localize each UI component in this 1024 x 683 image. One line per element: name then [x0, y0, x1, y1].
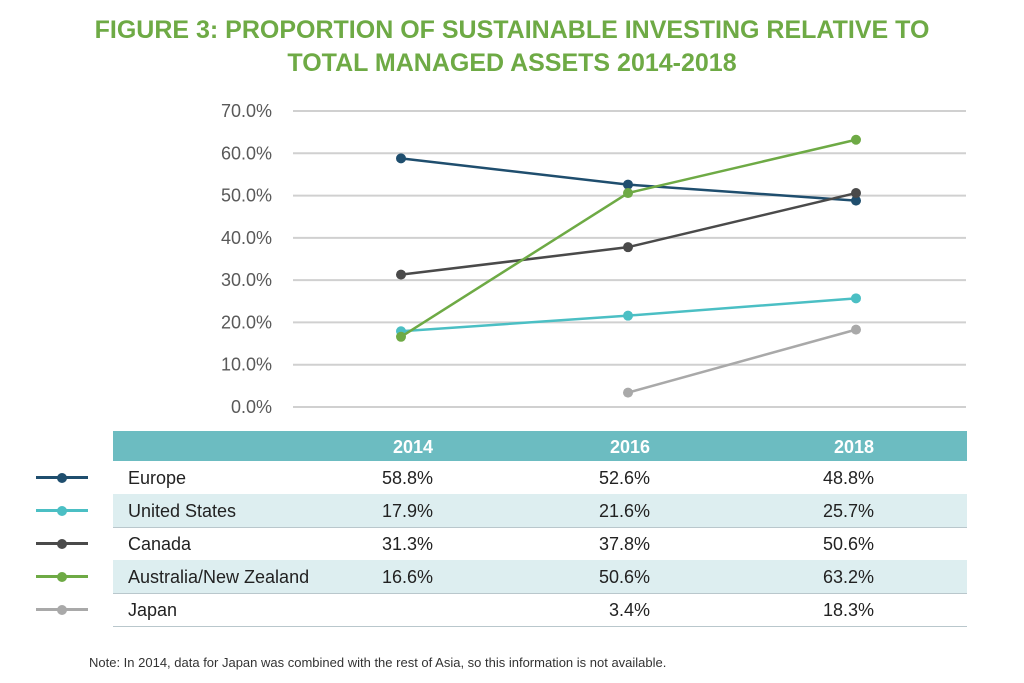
- data-point: [851, 324, 861, 335]
- row-value: 37.8%: [598, 534, 650, 554]
- table-header: 2014 2016 2018: [113, 431, 967, 461]
- data-point: [851, 134, 861, 145]
- series-lines: [396, 134, 861, 398]
- data-point: [623, 310, 633, 321]
- row-value: 3.4%: [608, 600, 650, 620]
- row-value: 18.3%: [822, 600, 874, 620]
- legend-marker: [57, 538, 67, 549]
- header-2018: 2018: [833, 437, 874, 457]
- row-value: 25.7%: [822, 501, 874, 521]
- gridlines: [293, 110, 966, 408]
- row-label: United States: [128, 501, 237, 521]
- row-value: 58.8%: [381, 468, 433, 488]
- data-point: [623, 387, 633, 398]
- row-value: 50.6%: [822, 534, 874, 554]
- data-point: [851, 195, 861, 206]
- table-row: Canada 31.3% 37.8% 50.6%: [113, 527, 967, 561]
- row-value: 50.6%: [598, 567, 650, 587]
- data-point: [623, 179, 633, 190]
- y-tick-label: 60.0%: [221, 143, 272, 163]
- header-2016: 2016: [609, 437, 650, 457]
- table-row: Australia/New Zealand 16.6% 50.6% 63.2%: [113, 560, 967, 594]
- legend-marker: [57, 604, 67, 615]
- row-value: 17.9%: [381, 501, 433, 521]
- data-point: [851, 188, 861, 199]
- y-tick-label: 0.0%: [231, 397, 272, 417]
- series-line-japan: [627, 328, 857, 394]
- chart-title-line-2: TOTAL MANAGED ASSETS 2014-2018: [287, 49, 737, 77]
- table-row: Japan 3.4% 18.3%: [113, 593, 967, 627]
- y-tick-label: 50.0%: [221, 186, 272, 206]
- row-value: 31.3%: [381, 534, 433, 554]
- data-point: [396, 269, 406, 280]
- y-tick-label: 10.0%: [221, 355, 272, 375]
- y-tick-label: 30.0%: [221, 270, 272, 290]
- line-chart: 0.0% 10.0% 20.0% 30.0% 40.0% 50.0% 60.0% 70.0%: [221, 101, 966, 417]
- row-value: 52.6%: [598, 468, 650, 488]
- y-tick-label: 40.0%: [221, 228, 272, 248]
- row-label: Europe: [128, 468, 187, 488]
- chart-title-line-1: FIGURE 3: PROPORTION OF SUSTAINABLE INVE…: [94, 16, 930, 44]
- footnote: Note: In 2014, data for Japan was combin…: [89, 655, 667, 670]
- row-label: Japan: [128, 600, 178, 620]
- data-point: [396, 331, 406, 342]
- row-label: Australia/New Zealand: [128, 567, 310, 587]
- series-line-canada: [400, 191, 857, 276]
- legend-marker: [57, 472, 67, 483]
- legend-marker: [57, 571, 67, 582]
- data-point: [396, 153, 406, 164]
- table-row: Europe 58.8% 52.6% 48.8%: [113, 461, 967, 495]
- header-2014: 2014: [392, 437, 433, 457]
- data-point: [623, 188, 633, 199]
- y-tick-label: 20.0%: [221, 312, 272, 332]
- data-point: [851, 293, 861, 304]
- row-label: Canada: [128, 534, 192, 554]
- row-value: 63.2%: [822, 567, 874, 587]
- y-tick-label: 70.0%: [221, 101, 272, 121]
- data-point: [623, 242, 633, 253]
- legend-marker: [57, 505, 67, 516]
- y-axis-labels: 0.0% 10.0% 20.0% 30.0% 40.0% 50.0% 60.0% 70.0%: [221, 101, 272, 417]
- row-value: 48.8%: [822, 468, 874, 488]
- row-value: 21.6%: [598, 501, 650, 521]
- chart-title: FIGURE 3: PROPORTION OF SUSTAINABLE INVE…: [0, 14, 1024, 80]
- table-row: United States 17.9% 21.6% 25.7%: [113, 494, 967, 528]
- row-value: 16.6%: [381, 567, 433, 587]
